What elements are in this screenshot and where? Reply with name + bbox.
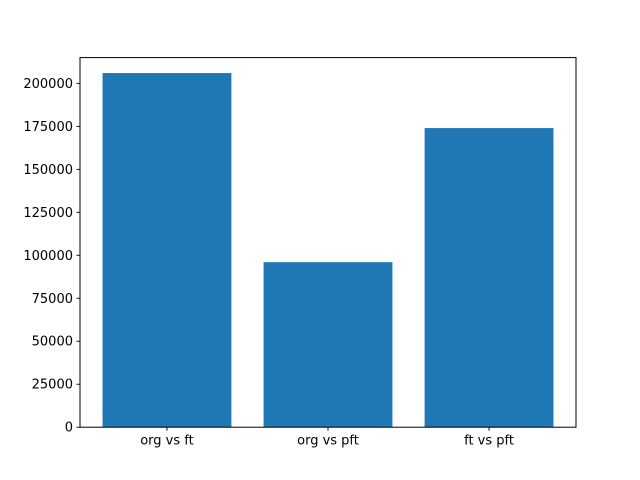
y-tick-label: 150000 — [23, 163, 73, 178]
y-tick-label: 50000 — [32, 335, 73, 350]
x-tick-label: org vs ft — [140, 434, 194, 449]
y-tick-label: 75000 — [32, 292, 73, 307]
y-tick-label: 100000 — [23, 249, 73, 264]
y-tick-label: 25000 — [32, 378, 73, 393]
bar-ft-vs-pft — [424, 128, 554, 428]
y-tick-label: 175000 — [23, 120, 73, 135]
x-tick-label: ft vs pft — [464, 434, 514, 449]
y-tick-label: 0 — [65, 421, 73, 436]
bar-org-vs-pft — [263, 262, 393, 428]
y-tick-label: 200000 — [23, 77, 73, 92]
x-tick-label: org vs pft — [297, 434, 359, 449]
bar-org-vs-ft — [102, 73, 232, 428]
y-tick-label: 125000 — [23, 206, 73, 221]
